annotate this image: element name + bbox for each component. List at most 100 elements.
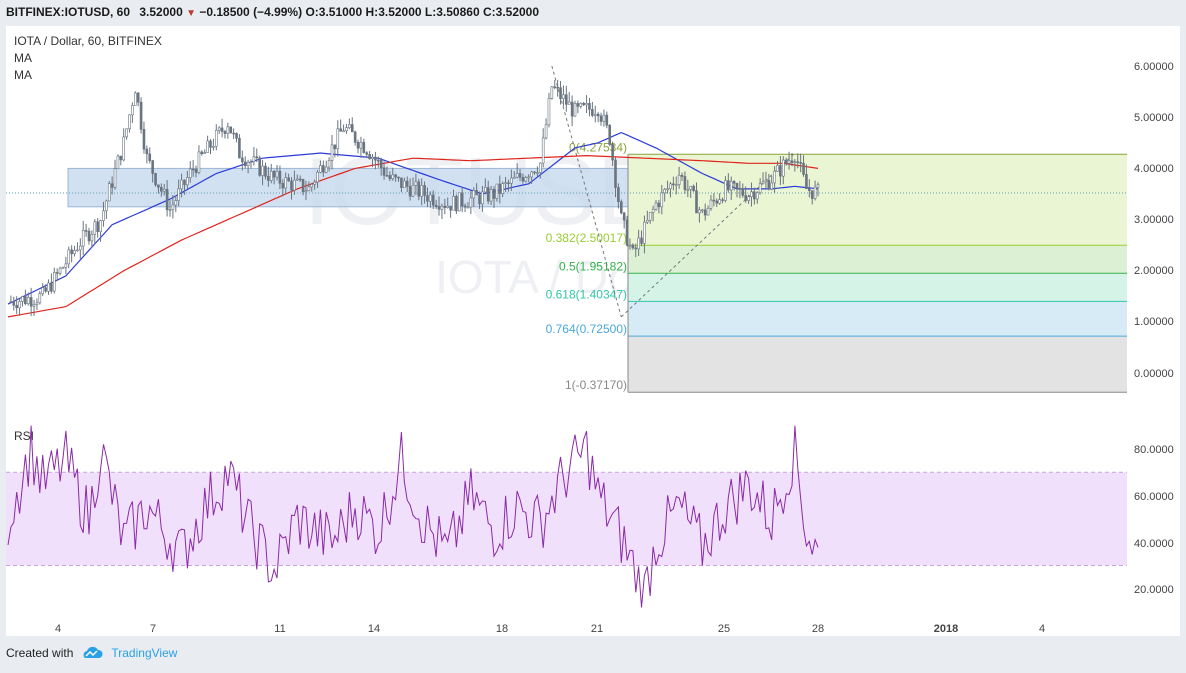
candle-body bbox=[44, 287, 47, 292]
rsi-legend[interactable]: RSI bbox=[14, 429, 35, 443]
candle-body bbox=[727, 180, 730, 191]
candle-body bbox=[457, 192, 461, 212]
candle-body bbox=[703, 209, 707, 216]
candle-body bbox=[339, 128, 342, 132]
candle-body bbox=[426, 195, 429, 202]
candle-body bbox=[417, 181, 421, 197]
candle-body bbox=[634, 247, 638, 250]
candle-body bbox=[724, 180, 727, 201]
candle-body bbox=[241, 157, 244, 163]
fib-trend-dashed-line bbox=[551, 65, 622, 318]
candle-body bbox=[269, 171, 273, 181]
fib-zone-fill bbox=[628, 154, 1127, 246]
candle-body bbox=[139, 101, 143, 130]
rsi-band bbox=[6, 472, 1127, 566]
candle-body bbox=[316, 171, 319, 183]
candle-body bbox=[9, 300, 13, 303]
candle-body bbox=[512, 176, 516, 179]
candle-body bbox=[550, 86, 554, 99]
price-axis-tick-label: 6.00000 bbox=[1134, 61, 1174, 73]
candle-body bbox=[374, 156, 377, 161]
candle-body bbox=[290, 180, 293, 191]
candle-body bbox=[582, 102, 585, 106]
candle-body bbox=[252, 156, 256, 163]
price-change: −0.18500 (−4.99%) bbox=[199, 5, 303, 19]
moving-average-line bbox=[7, 154, 819, 318]
candle-body bbox=[793, 161, 797, 163]
candle-body bbox=[617, 187, 620, 202]
candle-body bbox=[81, 230, 85, 247]
ma-legend-2[interactable]: MA bbox=[14, 68, 32, 82]
candle-body bbox=[478, 194, 481, 205]
candle-body bbox=[217, 127, 221, 131]
chart-title[interactable]: IOTA / Dollar, 60, BITFINEX bbox=[14, 34, 162, 48]
candle-body bbox=[669, 183, 672, 190]
candle-body bbox=[405, 180, 409, 187]
candle-body bbox=[136, 92, 140, 103]
candle-body bbox=[345, 127, 348, 132]
candle-body bbox=[591, 109, 594, 116]
candle-body bbox=[674, 184, 678, 186]
candle-body bbox=[362, 141, 366, 154]
candle-body bbox=[773, 170, 776, 184]
candle-body bbox=[122, 136, 126, 161]
candle-body bbox=[64, 263, 68, 268]
candle-body bbox=[131, 105, 134, 116]
candle-body bbox=[168, 209, 172, 211]
candle-body bbox=[579, 102, 583, 107]
candle-body bbox=[324, 166, 328, 173]
candle-body bbox=[481, 191, 484, 205]
footer: Created with TradingView bbox=[6, 646, 177, 660]
candle-body bbox=[391, 174, 395, 180]
open-value: 3.51000 bbox=[318, 5, 363, 19]
candle-body bbox=[350, 124, 354, 133]
candle-body bbox=[515, 173, 519, 178]
candle-body bbox=[58, 267, 62, 274]
candle-body bbox=[767, 179, 771, 190]
candle-body bbox=[657, 202, 661, 208]
candle-body bbox=[805, 174, 808, 190]
candle-body bbox=[342, 130, 345, 133]
candle-body bbox=[353, 131, 357, 143]
candle-body bbox=[319, 165, 322, 173]
candle-body bbox=[21, 296, 24, 302]
candle-body bbox=[810, 190, 814, 199]
candle-body bbox=[443, 205, 447, 208]
tradingview-cloud-icon[interactable] bbox=[81, 646, 103, 660]
candle-body bbox=[70, 249, 73, 255]
candle-body bbox=[223, 131, 227, 134]
candle-body bbox=[614, 159, 617, 188]
candle-body bbox=[573, 103, 577, 117]
candle-body bbox=[295, 178, 299, 181]
ma-legend-1[interactable]: MA bbox=[14, 51, 32, 65]
moving-average-layer bbox=[7, 131, 819, 318]
rsi-layer bbox=[6, 425, 1127, 608]
candle-body bbox=[403, 180, 406, 188]
candle-body bbox=[654, 202, 658, 210]
candle-body bbox=[721, 199, 724, 201]
candle-body bbox=[165, 188, 169, 211]
candle-body bbox=[735, 183, 739, 189]
candle-body bbox=[188, 168, 192, 178]
candle-body bbox=[388, 175, 392, 180]
candle-body bbox=[41, 287, 45, 295]
change-arrow-icon: ▼ bbox=[186, 8, 196, 19]
tradingview-link[interactable]: TradingView bbox=[111, 646, 178, 660]
candle-body bbox=[605, 114, 609, 126]
candle-body bbox=[113, 168, 117, 188]
candle-body bbox=[466, 206, 470, 209]
candle-body bbox=[29, 297, 33, 307]
candle-body bbox=[382, 167, 386, 176]
candle-body bbox=[695, 190, 698, 214]
candle-body bbox=[93, 221, 97, 235]
candle-body bbox=[689, 185, 693, 190]
candle-body bbox=[732, 181, 736, 184]
candle-body bbox=[313, 181, 316, 185]
candles-layer bbox=[9, 79, 820, 317]
candle-body bbox=[677, 174, 681, 185]
candle-body bbox=[567, 101, 571, 105]
candle-body bbox=[715, 200, 719, 204]
candle-body bbox=[628, 244, 632, 247]
candle-body bbox=[333, 144, 337, 150]
